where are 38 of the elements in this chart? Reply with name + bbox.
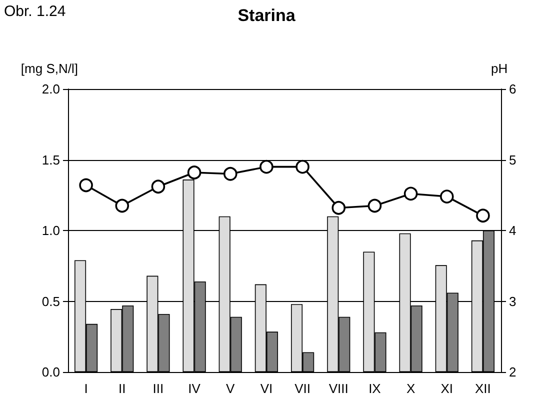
text: Obr. 1.24 [4,3,66,20]
point [332,200,346,215]
y2-tick-label: 6 [509,82,516,96]
x-tick-label: XI [440,381,454,396]
x-tick-label: XII [475,381,491,396]
x-tick-label: V [226,381,236,396]
point [368,198,382,213]
y2-tick-label: 3 [509,294,516,309]
x-tick-label: IX [368,381,382,396]
y-tick-label: 0.5 [42,294,60,309]
x-tick-label: VIII [328,381,348,396]
x-tick-label: IV [188,381,201,396]
point [476,208,490,223]
x-tick-label: X [406,381,416,396]
point [115,198,130,213]
chart-title: Starina [238,6,296,25]
y-axis-title: [mg S,N/l] [20,61,78,76]
y2-axis-title: pH [491,61,508,76]
x-tick-label: VII [294,381,310,396]
point [404,186,418,201]
y2-tick-label: 2 [509,364,516,380]
y-tick-label: 1.0 [42,223,60,238]
y-tick-label: 1.5 [42,152,60,168]
point [79,178,93,192]
point [151,180,166,194]
x-tick-label: II [118,381,126,396]
x-tick-label: III [152,381,164,396]
point [187,166,202,180]
point [440,190,454,204]
y-tick-label: 0.0 [42,364,60,380]
y-tick-label: 2.0 [42,82,60,96]
point [260,160,274,174]
x-tick-label: VI [260,381,273,396]
x-tick-label: I [84,381,88,396]
y2-tick-label: 4 [509,223,516,238]
point [223,167,238,181]
y2-tick-label: 5 [509,152,516,168]
point [296,160,310,174]
